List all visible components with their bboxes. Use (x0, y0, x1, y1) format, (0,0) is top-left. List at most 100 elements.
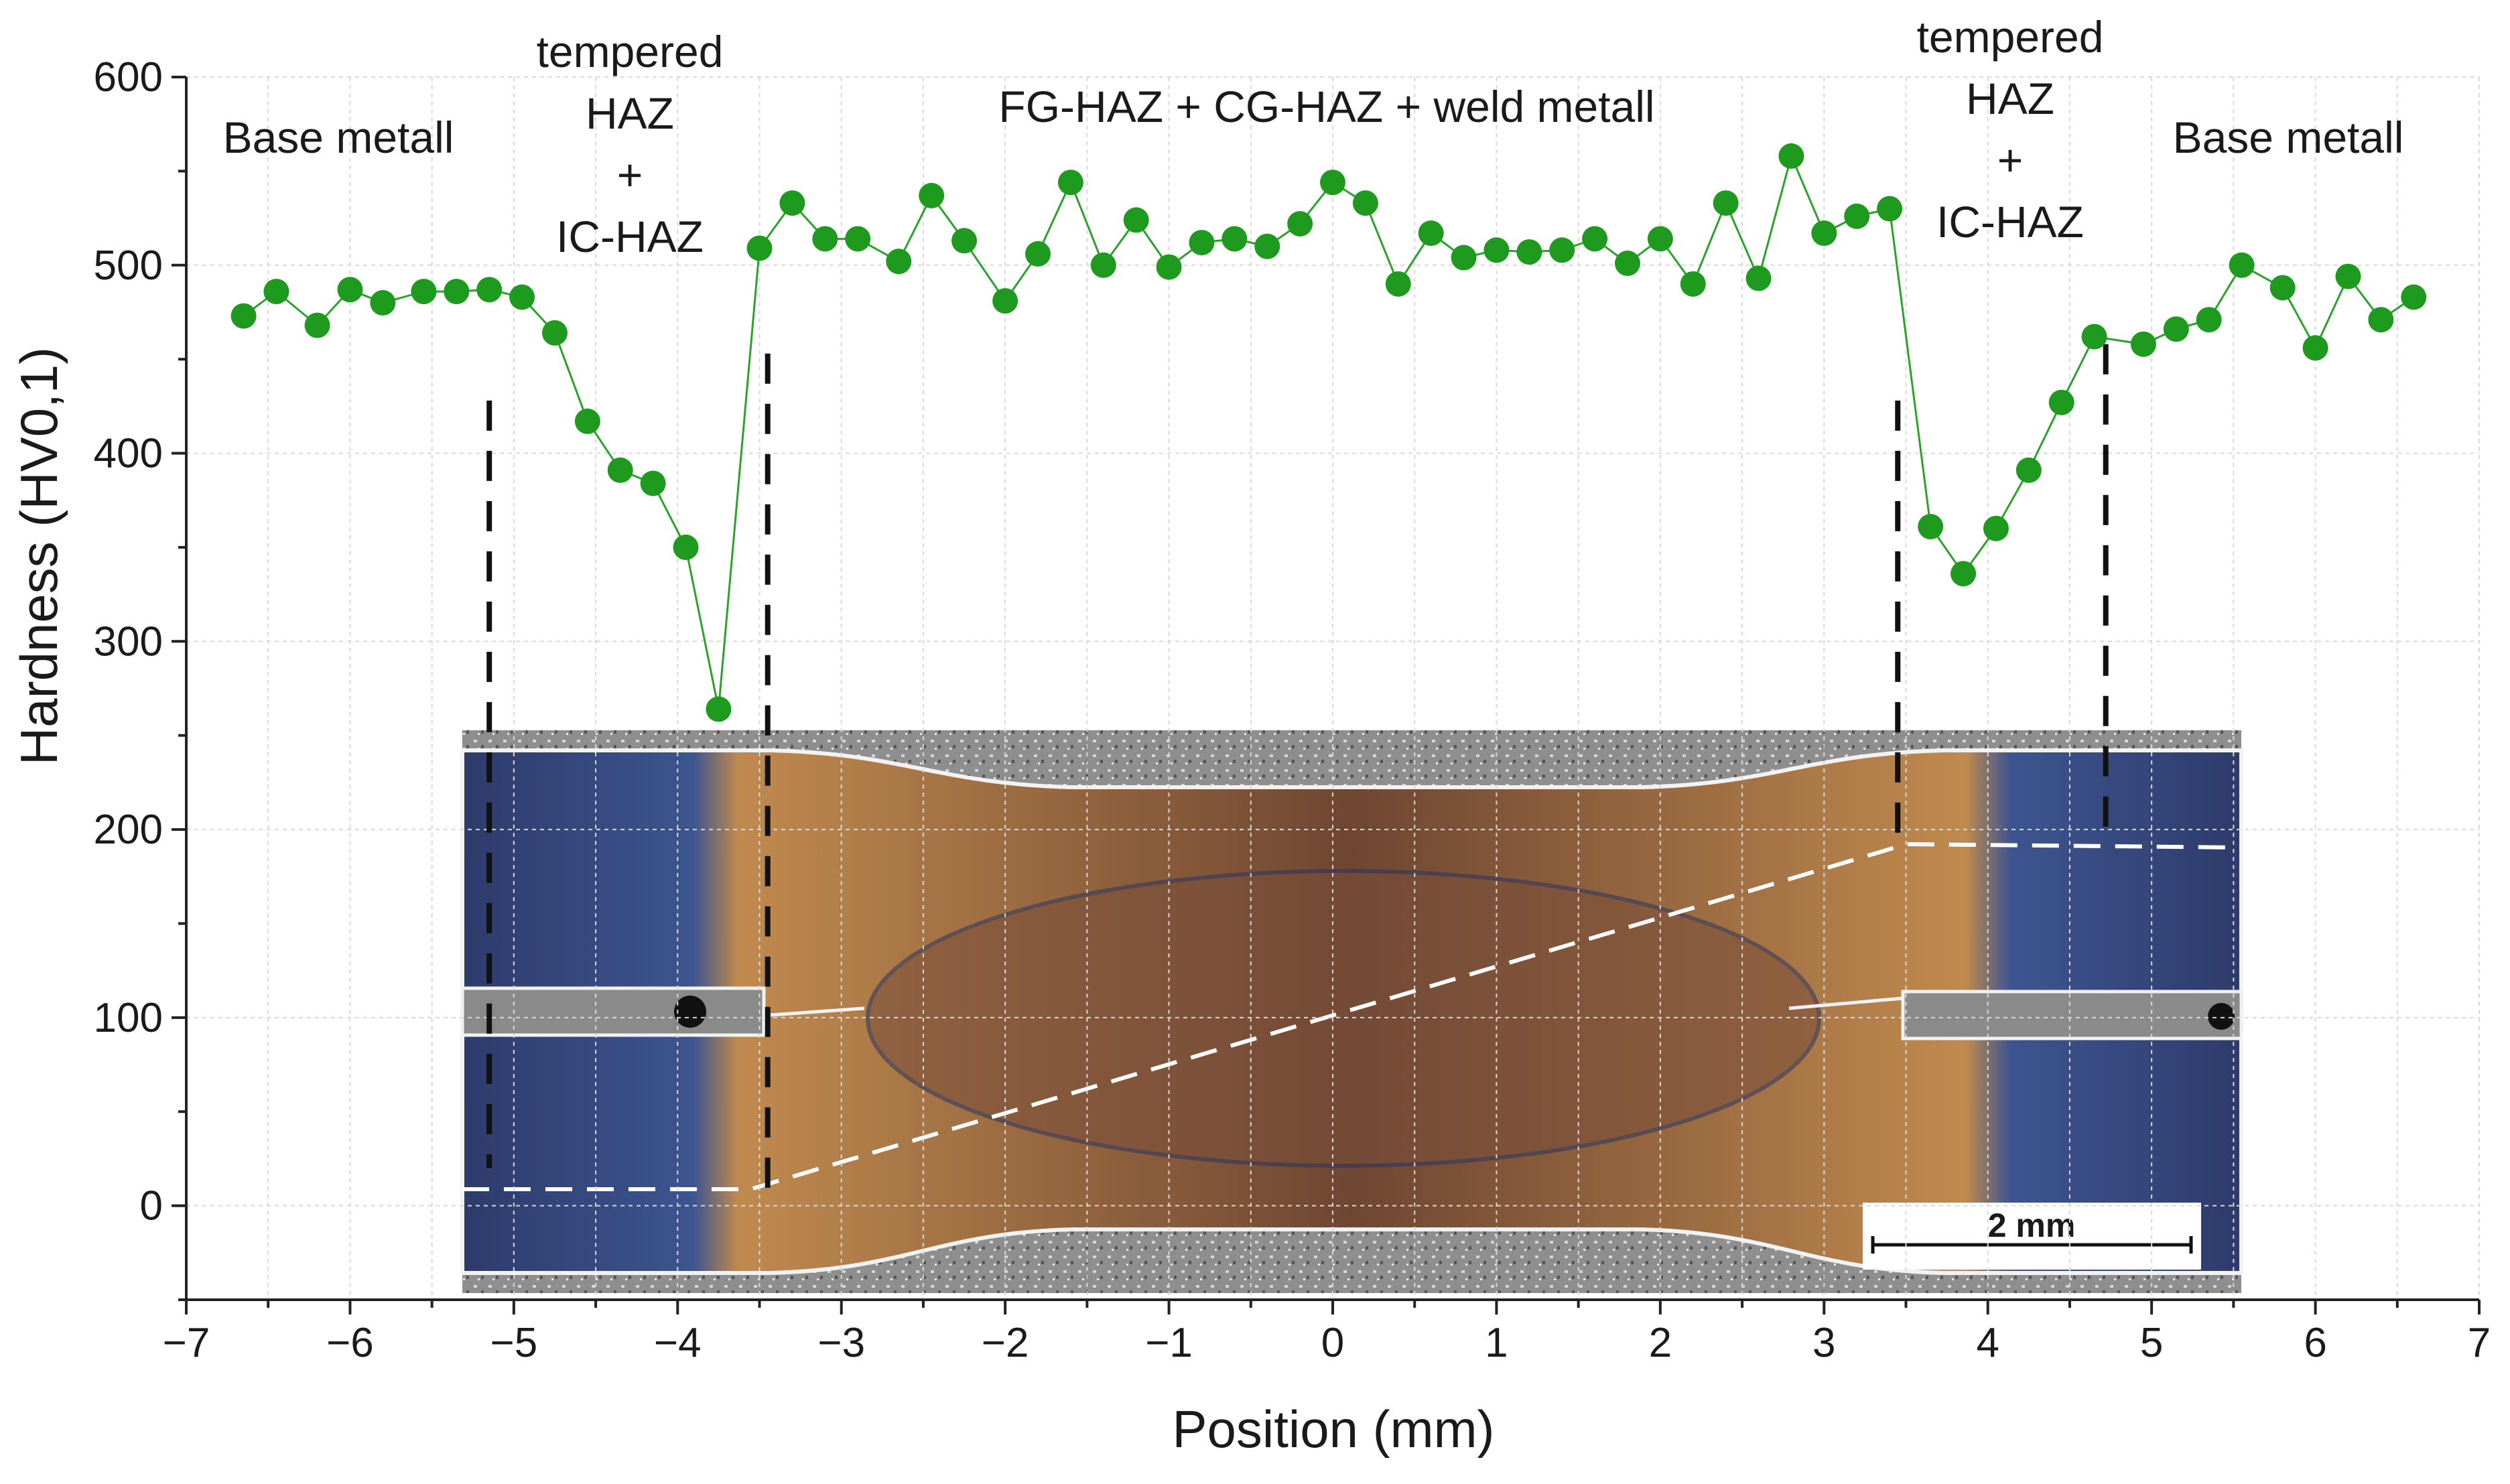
data-point (444, 279, 470, 305)
data-point (411, 279, 437, 305)
region-label-line: IC-HAZ (556, 212, 704, 261)
x-tick-label: −6 (326, 1320, 374, 1366)
fusion-zone (866, 869, 1821, 1168)
data-point (230, 303, 257, 329)
data-point (779, 190, 805, 216)
scale-bar: 2 mm (1863, 1203, 2201, 1270)
data-point (1844, 203, 1870, 229)
region-label: tempered HAZ + IC-HAZ (537, 27, 724, 261)
x-tick-label: −7 (163, 1320, 210, 1366)
right-slot-dot (2208, 1003, 2235, 1030)
x-tick-label: 1 (1485, 1320, 1508, 1366)
data-point (370, 289, 396, 316)
data-point (1254, 233, 1280, 259)
data-point (2401, 284, 2427, 310)
data-point (1123, 207, 1149, 233)
data-point (1713, 190, 1739, 216)
data-point (1918, 514, 1944, 540)
x-tick-label: 2 (1649, 1320, 1672, 1366)
data-point (2229, 252, 2255, 278)
y-tick-label: 0 (140, 1183, 163, 1229)
data-point (2335, 263, 2361, 289)
data-point (886, 249, 912, 275)
data-point (2302, 335, 2328, 361)
data-point (509, 284, 535, 310)
data-point (1549, 237, 1575, 263)
micrograph-inset: 2 mm (460, 730, 2243, 1293)
x-tick-label: −3 (817, 1320, 865, 1366)
data-point (541, 320, 568, 346)
zone-boundaries (486, 344, 2109, 1206)
y-axis-label: Hardness (HV0,1) (9, 347, 68, 765)
grid (186, 76, 2480, 1300)
region-annotations: Base metall tempered HAZ + IC-HAZ FG-HAZ + CG… (223, 12, 2404, 261)
data-point (1680, 271, 1706, 297)
region-label: Base metall (223, 113, 454, 162)
data-point (1090, 252, 1116, 278)
data-point (1582, 226, 1608, 252)
data-point (1983, 515, 2009, 541)
x-tick-label: 7 (2468, 1320, 2491, 1366)
data-point (1189, 230, 1215, 256)
data-point (2368, 307, 2394, 333)
region-label-line: tempered (537, 27, 724, 76)
data-point (2269, 275, 2296, 301)
x-tick-label: 5 (2140, 1320, 2163, 1366)
data-point (2048, 389, 2074, 415)
x-axis-label: Position (mm) (1172, 1400, 1494, 1459)
data-point (1156, 254, 1182, 280)
region-label: Base metall (2173, 113, 2404, 162)
scale-bar-label: 2 mm (1988, 1207, 2076, 1244)
right-notch-crack (1788, 996, 1904, 1010)
x-tick-label: 4 (1976, 1320, 1999, 1366)
data-point (1385, 271, 1411, 297)
y-tick-label: 400 (94, 431, 163, 477)
region-label: tempered HAZ + IC-HAZ (1917, 12, 2104, 247)
x-tick-label: −5 (490, 1320, 538, 1366)
data-point (304, 312, 330, 338)
hardness-measurement-path (462, 841, 2242, 1191)
region-label-line: Base metall (2173, 113, 2404, 162)
y-tick-label: 600 (94, 54, 163, 100)
x-tick-label: 6 (2304, 1320, 2326, 1366)
data-point (2081, 324, 2107, 350)
data-point (1320, 170, 1345, 196)
region-label-line: HAZ (586, 88, 674, 138)
data-point (746, 235, 773, 261)
data-point (1025, 241, 1051, 267)
data-point (2016, 457, 2042, 483)
data-point (919, 182, 945, 208)
y-axis-ticks: 0 100 200 300 400 500 600 (94, 54, 186, 1301)
x-tick-label: 0 (1321, 1320, 1344, 1366)
x-tick-label: 3 (1812, 1320, 1835, 1366)
hardness-series (230, 143, 2427, 722)
region-label: FG-HAZ + CG-HAZ + weld metall (998, 82, 1654, 131)
y-tick-label: 300 (94, 618, 163, 665)
x-tick-label: −1 (1145, 1320, 1193, 1366)
data-point (1418, 220, 1444, 247)
left-slot-dot (674, 996, 706, 1028)
data-point (951, 228, 978, 254)
region-label-line: + (617, 150, 643, 200)
left-slot (460, 986, 766, 1037)
data-point (1951, 561, 1977, 587)
data-point (476, 277, 503, 303)
data-point (1778, 143, 1804, 169)
region-label-line: + (1997, 135, 2024, 185)
data-point (992, 288, 1018, 314)
right-slot (1901, 990, 2243, 1040)
data-point (1221, 226, 1248, 252)
data-point (1614, 250, 1640, 276)
data-point (1745, 265, 1772, 291)
data-point (1451, 245, 1477, 271)
data-point (1287, 211, 1313, 237)
data-point (1811, 220, 1837, 247)
data-point (812, 226, 838, 252)
region-label-line: tempered (1917, 12, 2104, 62)
data-point (673, 534, 699, 560)
data-point (1057, 170, 1083, 196)
data-point (1877, 196, 1903, 222)
data-point (845, 226, 871, 252)
region-label-line: IC-HAZ (1936, 197, 2084, 247)
y-tick-label: 500 (94, 243, 163, 289)
